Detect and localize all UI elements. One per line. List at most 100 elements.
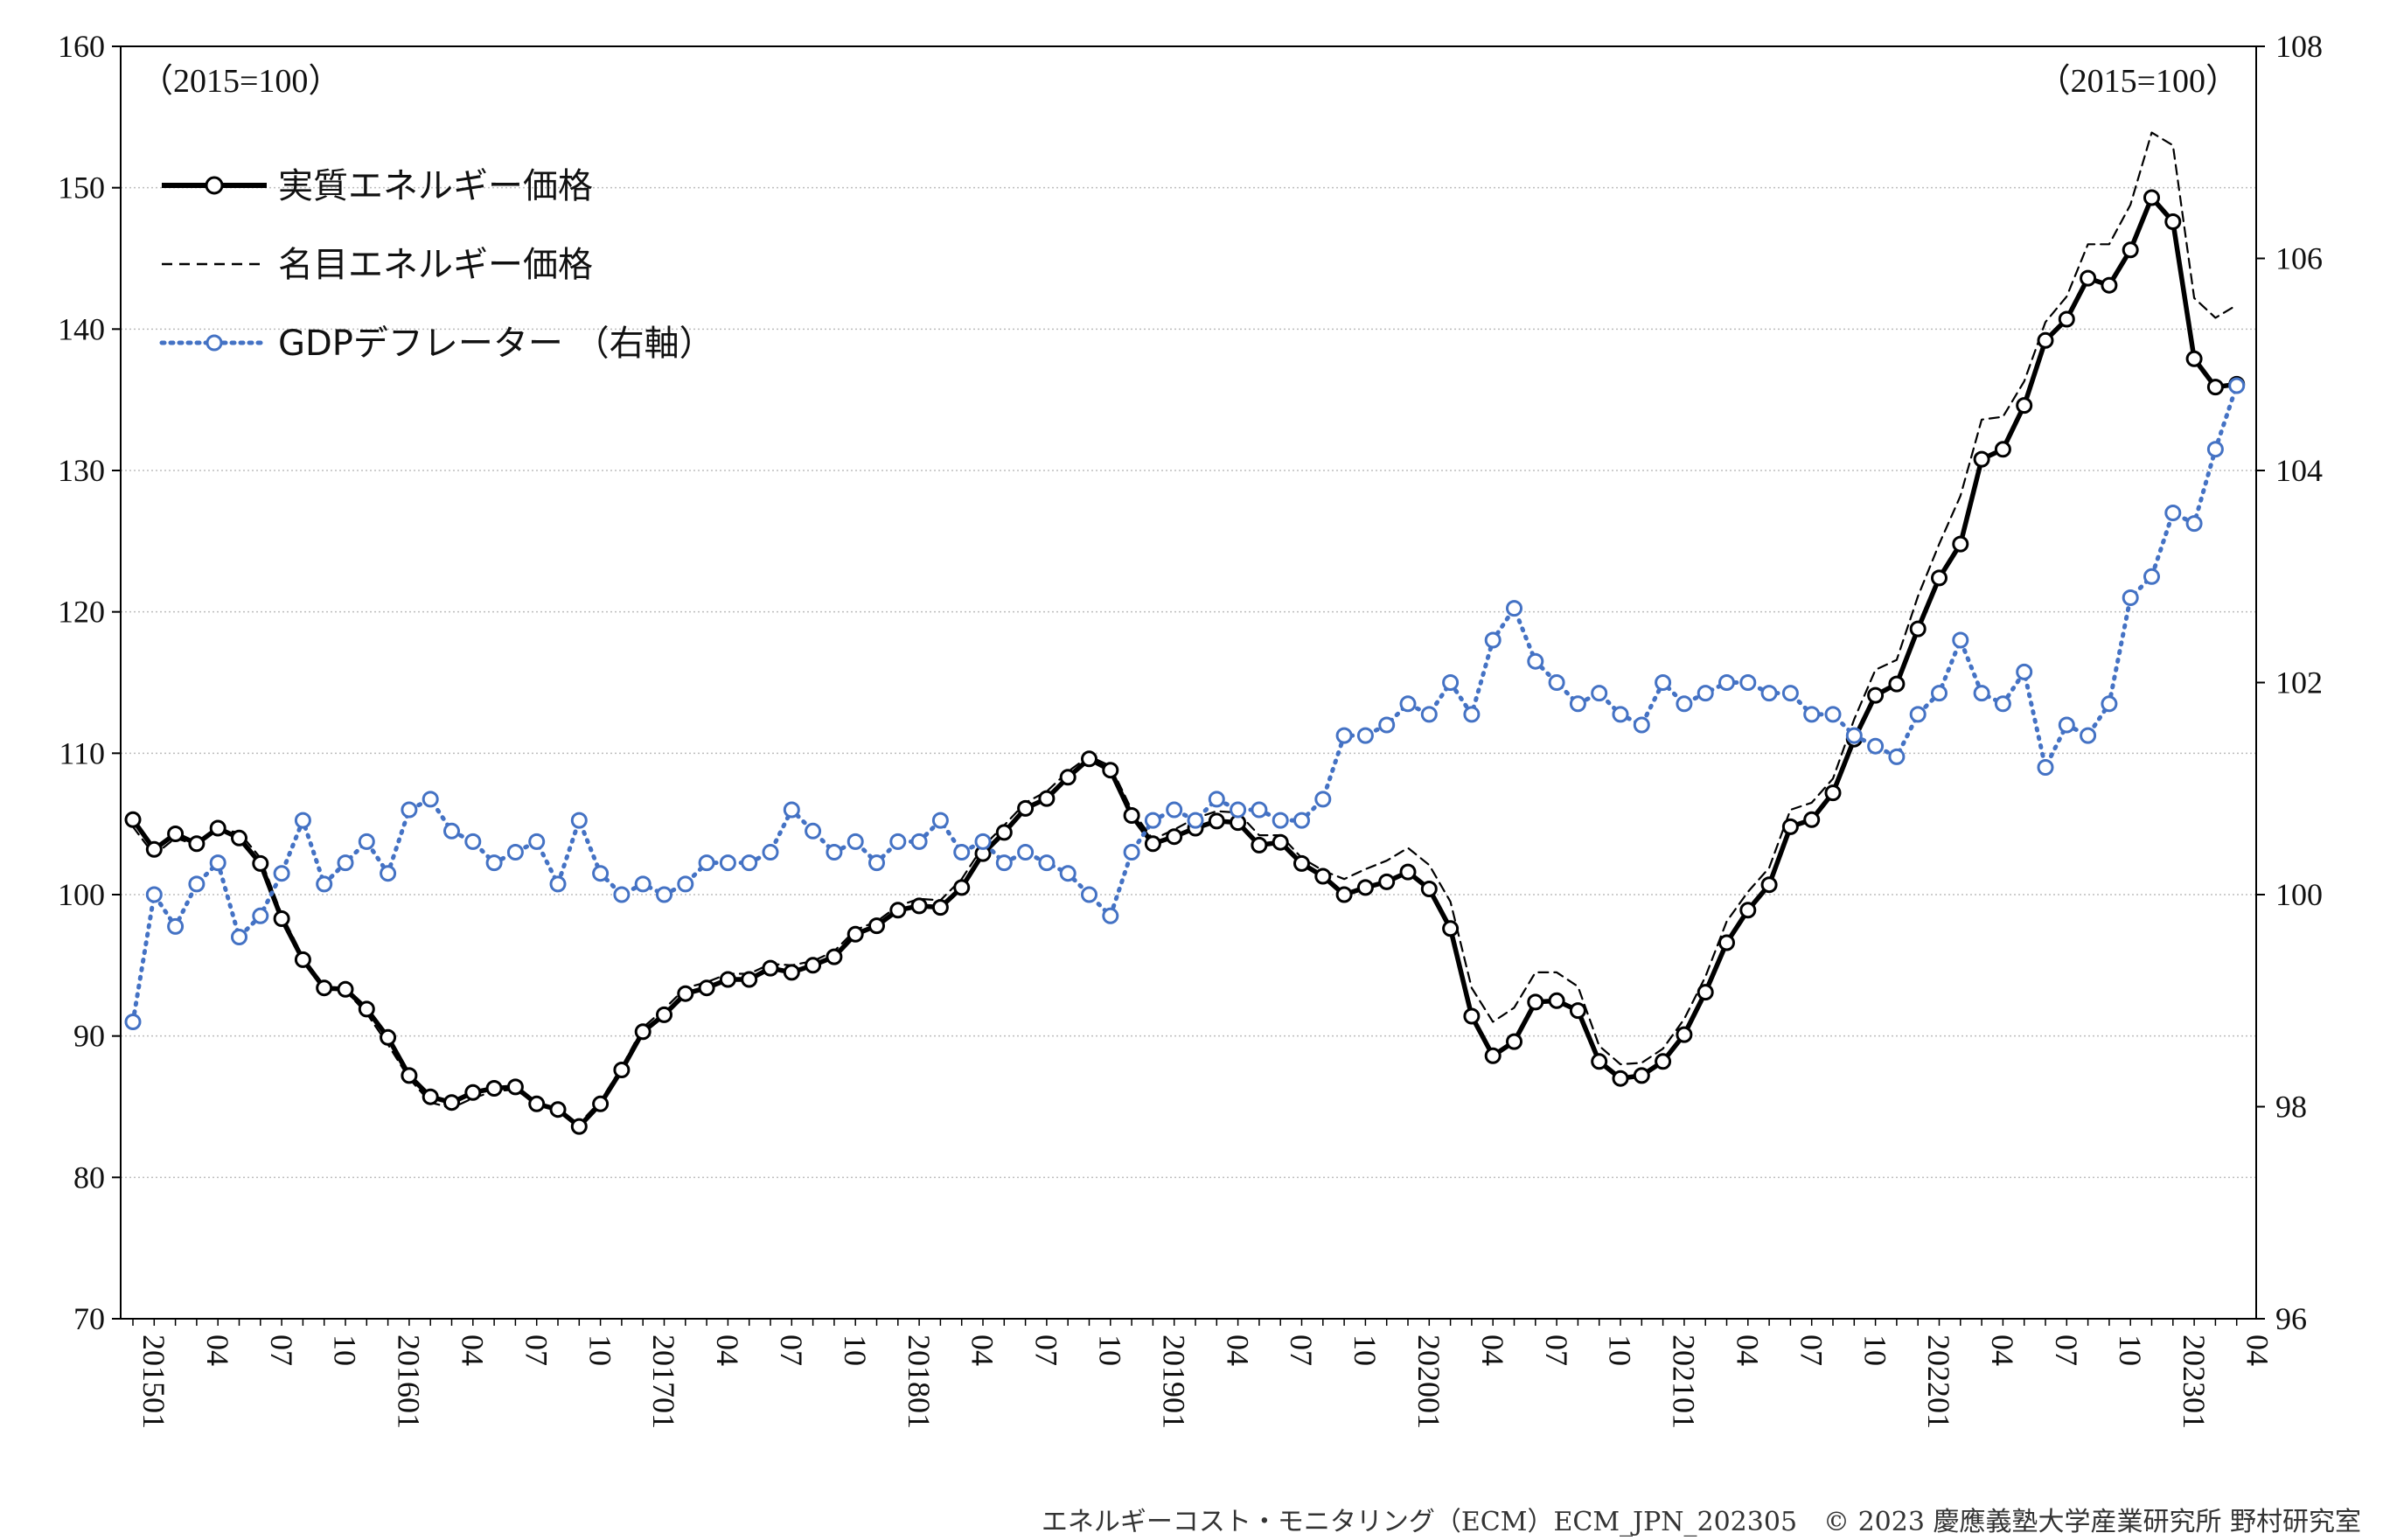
data-point-deflator [1718, 674, 1735, 691]
data-point-real [2206, 379, 2224, 396]
data-point-real [762, 959, 779, 977]
data-point-deflator [592, 865, 610, 882]
data-point-deflator [953, 844, 971, 861]
data-point-real [2101, 276, 2118, 294]
data-point-deflator [528, 833, 546, 850]
data-point-real [231, 829, 247, 847]
data-point-real [1272, 833, 1289, 851]
x-tick-label: 202001 [1411, 1334, 1446, 1429]
data-point-deflator [634, 875, 651, 893]
data-point-real [528, 1095, 546, 1112]
x-tick-label: 07 [1284, 1334, 1319, 1366]
data-point-deflator [294, 812, 311, 829]
data-point-deflator [380, 865, 397, 882]
series-nominal [131, 131, 2238, 1125]
series-line-real [130, 195, 2240, 1129]
data-point-real [2164, 213, 2182, 230]
data-point-real [613, 1062, 631, 1078]
data-point-real [188, 835, 206, 853]
x-tick-label: 10 [1348, 1334, 1383, 1366]
data-point-deflator [2101, 695, 2118, 713]
data-point-real [1251, 836, 1268, 854]
data-point-deflator [1399, 695, 1417, 713]
left-tick-label: 70 [73, 1301, 105, 1336]
right-tick-label: 100 [2275, 877, 2323, 912]
left-tick-label: 160 [58, 29, 105, 64]
data-point-deflator [2206, 441, 2224, 458]
data-point-real [1442, 920, 1460, 937]
data-point-deflator [549, 875, 567, 893]
data-point-deflator [826, 844, 843, 861]
data-point-deflator [422, 791, 439, 808]
data-point-real [1144, 835, 1161, 853]
data-point-real [549, 1101, 567, 1118]
data-point-deflator [1144, 812, 1161, 829]
data-point-real [868, 917, 885, 935]
data-point-real [995, 824, 1013, 841]
data-point-deflator [1463, 706, 1481, 723]
legend-swatch-deflator-marker [206, 334, 223, 352]
data-point-deflator [974, 833, 992, 850]
x-tick-label: 202201 [1921, 1334, 1956, 1429]
data-point-deflator [124, 1014, 142, 1030]
data-point-deflator [209, 854, 226, 872]
data-point-real [889, 902, 907, 919]
data-point-deflator [1527, 652, 1544, 670]
data-point-real [570, 1118, 588, 1135]
data-point-real [2185, 350, 2203, 367]
data-point-real [1718, 934, 1735, 951]
data-point-real [698, 979, 715, 997]
data-point-deflator [698, 854, 715, 872]
data-point-real [380, 1028, 397, 1046]
data-point-real [826, 948, 843, 965]
data-point-real [1824, 784, 1842, 802]
data-point-deflator [1230, 801, 1247, 819]
data-point-deflator [2164, 505, 2182, 521]
data-point-real [2037, 331, 2054, 349]
series-deflator [124, 377, 2246, 1030]
data-point-deflator [2080, 727, 2097, 744]
data-point-deflator [273, 865, 290, 882]
data-point-real [2122, 241, 2139, 259]
data-point-real [252, 854, 269, 872]
left-axis-unit-label: （2015=100） [140, 63, 341, 100]
data-point-deflator [719, 854, 736, 872]
data-point-deflator [1952, 631, 1969, 649]
data-point-real [1314, 868, 1332, 885]
data-point-real [358, 1000, 375, 1018]
x-tick-label: 07 [2049, 1334, 2084, 1366]
data-point-deflator [847, 833, 864, 850]
legend-item-real: 実質エネルギー価格 [162, 166, 593, 206]
data-point-deflator [741, 854, 758, 872]
data-point-real [1356, 879, 1374, 896]
data-point-deflator [337, 854, 354, 872]
data-point-deflator [401, 801, 418, 819]
data-point-deflator [1081, 886, 1097, 903]
data-point-deflator [783, 801, 800, 819]
data-point-deflator [316, 875, 333, 893]
data-point-real [847, 925, 864, 943]
x-tick-label: 04 [1220, 1334, 1255, 1366]
data-point-real [2080, 269, 2097, 287]
data-point-deflator [1973, 685, 1990, 702]
x-tick-label: 07 [1029, 1334, 1064, 1366]
data-point-real [1548, 992, 1565, 1009]
data-point-deflator [1484, 631, 1502, 649]
data-point-real [1399, 863, 1417, 881]
data-point-real [2143, 189, 2160, 206]
data-point-deflator [1569, 695, 1586, 713]
data-point-deflator [1931, 685, 1948, 702]
data-point-deflator [1378, 716, 1396, 734]
data-point-deflator [2058, 716, 2075, 734]
data-point-deflator [1038, 854, 1056, 872]
data-point-deflator [1356, 727, 1374, 744]
data-point-deflator [910, 833, 928, 850]
x-tick-label: 04 [965, 1334, 1000, 1366]
data-point-deflator [443, 822, 460, 840]
data-point-deflator [1888, 748, 1906, 765]
data-point-deflator [2185, 515, 2203, 533]
data-point-real [422, 1088, 439, 1105]
x-tick-label: 10 [1857, 1334, 1892, 1366]
x-tick-label: 07 [1794, 1334, 1829, 1366]
data-point-real [1569, 1002, 1586, 1020]
